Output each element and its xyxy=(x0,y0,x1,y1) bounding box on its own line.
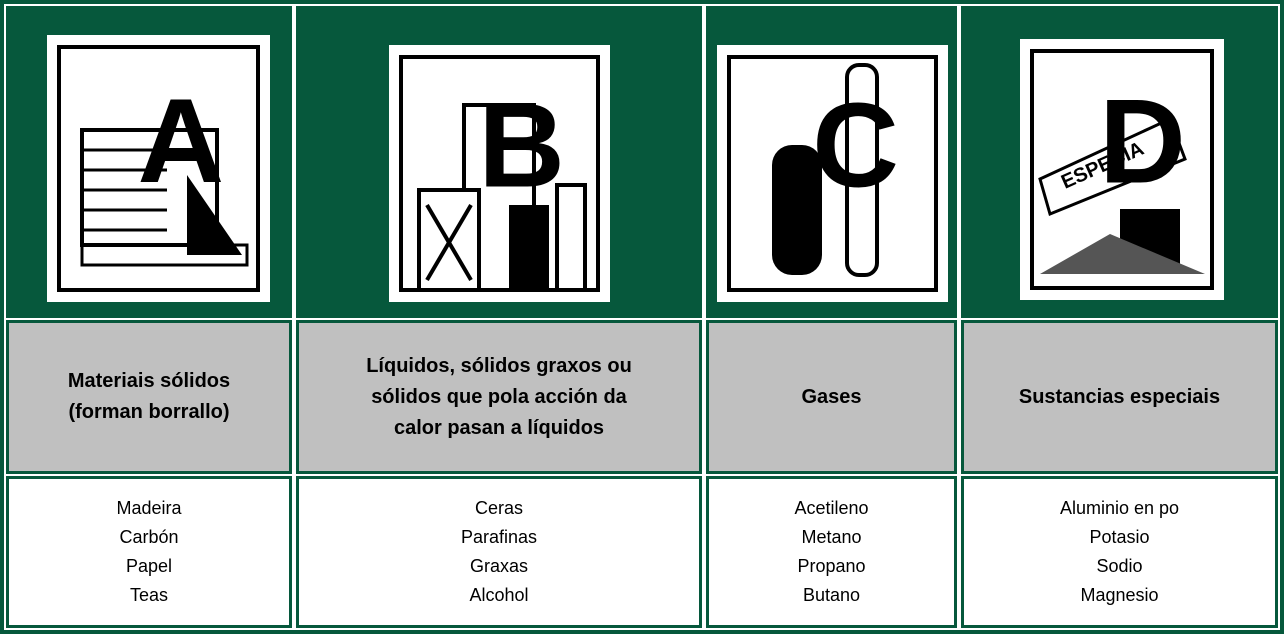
shape xyxy=(772,145,822,275)
sign-letter: A xyxy=(137,74,224,208)
item: Sodio xyxy=(1096,556,1143,576)
image-cell: B xyxy=(294,4,704,322)
item: Aluminio en po xyxy=(1059,498,1180,518)
item: Madeira xyxy=(116,498,182,518)
shape xyxy=(509,205,549,290)
shape xyxy=(187,175,242,255)
body-cell: Aluminio en po Potasio Sodio Magnesio xyxy=(959,474,1280,630)
item: Metano xyxy=(801,527,862,547)
sign-letter: D xyxy=(1099,75,1186,209)
body-cell: Madeira Carbón Papel Teas xyxy=(4,474,294,630)
item: Magnesio xyxy=(1080,585,1159,605)
header-cell: Materiais sólidos (forman borrallo) xyxy=(4,318,294,476)
item: Potasio xyxy=(1089,527,1150,547)
item: Parafinas xyxy=(460,527,538,547)
sign-icon: C xyxy=(717,45,948,302)
header-line: Gases xyxy=(801,385,862,408)
header-line: Materiais sólidos xyxy=(67,370,231,392)
shape xyxy=(1038,116,1187,217)
sign-border xyxy=(57,45,260,292)
sign-letter: B xyxy=(478,78,565,212)
sign-frame xyxy=(717,45,948,302)
header-cell: Líquidos, sólidos graxos ou sólidos que p… xyxy=(294,318,704,476)
body-cell: Ceras Parafinas Graxas Alcohol xyxy=(294,474,704,630)
item: Ceras xyxy=(474,498,523,518)
shape xyxy=(1040,234,1205,274)
body-cell: Acetileno Metano Propano Butano xyxy=(704,474,959,630)
item: Propano xyxy=(797,556,866,576)
item: Teas xyxy=(129,585,169,605)
header-line: sólidos que pola acción da xyxy=(371,385,627,408)
header-line: Líquidos, sólidos graxos ou xyxy=(366,354,632,377)
header-line: calor pasan a líquidos xyxy=(393,416,605,439)
shape xyxy=(845,63,879,277)
header-line: Sustancias especiais xyxy=(1018,385,1221,408)
item: Alcohol xyxy=(469,585,529,605)
header-line: (forman borrallo) xyxy=(68,401,230,423)
header-cell: Sustancias especiais xyxy=(959,318,1280,476)
sign-border xyxy=(727,55,938,292)
shape xyxy=(80,243,249,267)
sign-letter: C xyxy=(812,78,899,212)
shape xyxy=(425,203,473,282)
item: Graxas xyxy=(469,556,529,576)
sign-icon: B xyxy=(389,45,610,302)
item: Butano xyxy=(802,585,861,605)
item: Acetileno xyxy=(794,498,869,518)
shape xyxy=(555,183,587,292)
header-cell: Gases xyxy=(704,318,959,476)
item: Papel xyxy=(125,556,173,576)
image-cell: A xyxy=(4,4,294,322)
image-cell: C xyxy=(704,4,959,322)
item: Carbón xyxy=(119,527,179,547)
sign-border xyxy=(1030,49,1214,290)
image-cell: D ESPECIA xyxy=(959,4,1280,322)
sign-icon: A xyxy=(47,35,270,302)
